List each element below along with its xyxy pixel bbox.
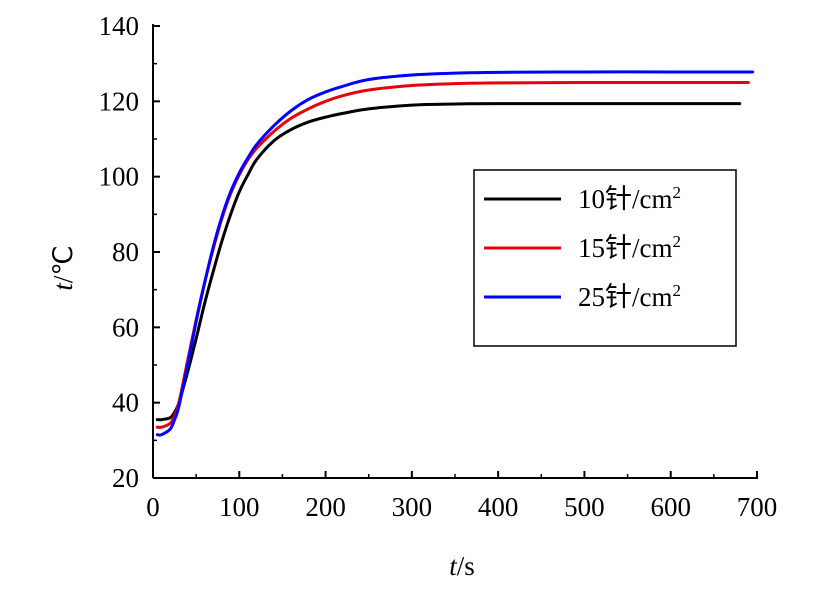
legend-label-1: 10针/cm2: [578, 183, 681, 214]
x-tick-label: 300: [392, 492, 433, 522]
x-tick-label: 700: [737, 492, 778, 522]
legend-label-2: 15针/cm2: [578, 232, 681, 263]
x-tick-label: 0: [146, 492, 160, 522]
x-axis-label: t/s: [449, 551, 475, 581]
axes: 20 40 60 80 100 120 140 0 100 200 300 400 500 600 700: [99, 11, 778, 522]
legend-label-3: 25针/cm2: [578, 281, 681, 312]
y-tick-label: 140: [99, 11, 140, 41]
x-tick-label: 200: [305, 492, 346, 522]
x-tick-label: 500: [564, 492, 605, 522]
y-tick-label: 120: [99, 86, 140, 116]
y-tick-label: 20: [112, 463, 139, 493]
y-tick-label: 80: [112, 237, 139, 267]
y-axis-label: t/℃: [48, 245, 78, 290]
x-tick-label: 400: [478, 492, 519, 522]
y-tick-label: 60: [112, 312, 139, 342]
legend: 10针/cm2 15针/cm2 25针/cm2: [473, 169, 737, 347]
x-tick-label: 600: [650, 492, 691, 522]
series-line-3: [155, 70, 755, 437]
y-tick-label: 100: [99, 162, 140, 192]
plot-lines: [155, 70, 755, 437]
x-tick-label: 100: [219, 492, 260, 522]
y-tick-label: 40: [112, 388, 139, 418]
